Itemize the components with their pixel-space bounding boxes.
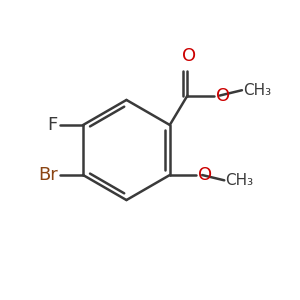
- Text: CH₃: CH₃: [243, 83, 271, 98]
- Text: O: O: [198, 166, 212, 184]
- Text: O: O: [216, 86, 230, 104]
- Text: O: O: [182, 47, 196, 65]
- Text: F: F: [47, 116, 58, 134]
- Text: Br: Br: [38, 166, 58, 184]
- Text: CH₃: CH₃: [225, 173, 253, 188]
